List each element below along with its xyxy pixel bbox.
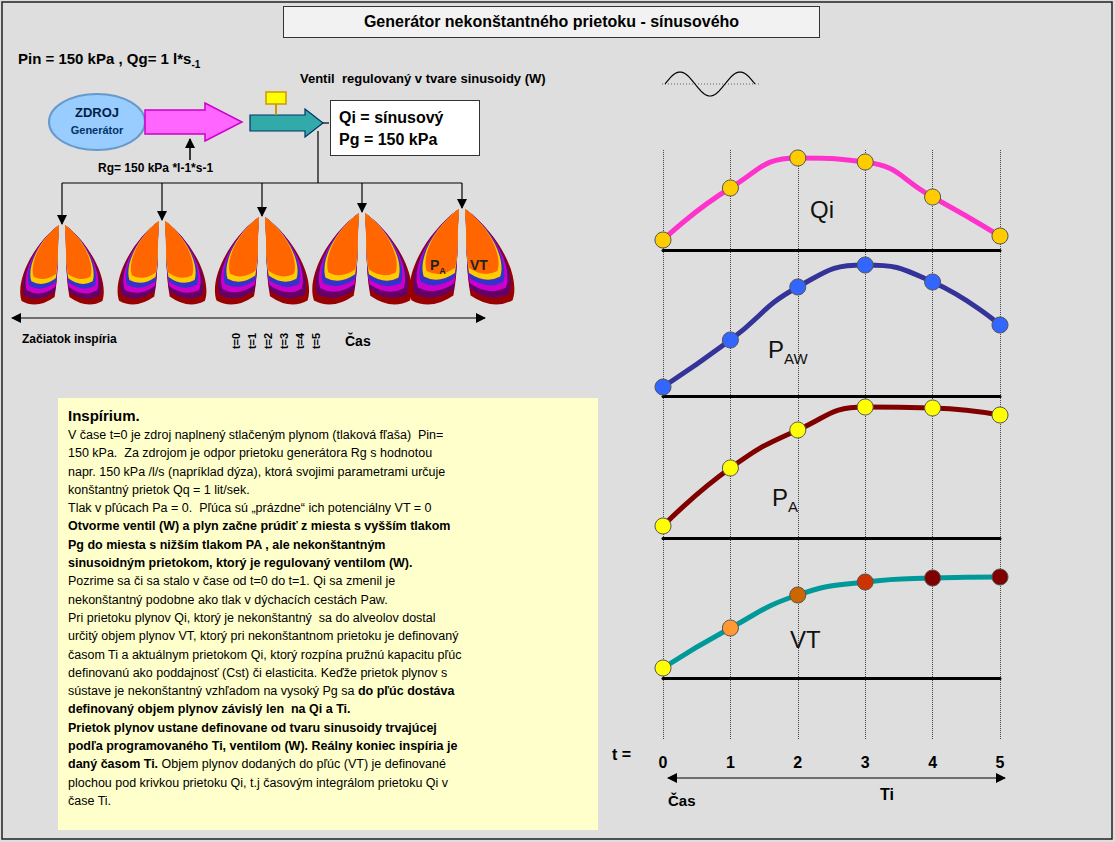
html-text:t=3: t=3 [278, 332, 290, 350]
html-text:Pin = 150 kPa , Qg= 1 l*s-1: Pin = 150 kPa , Qg= 1 l*s-1 [18, 50, 201, 70]
html-text:t=4: t=4 [294, 332, 306, 350]
html-text:Čas: Čas [668, 792, 696, 809]
html-text:konštantný prietok Qq = 1 lit/: konštantný prietok Qq = 1 lit/sek. [68, 482, 250, 497]
html-text:t=5: t=5 [310, 332, 322, 350]
html-text:Tlak v pľúcach Pa = 0. Pľúca s: Tlak v pľúcach Pa = 0. Pľúca sú „prázdne… [68, 501, 432, 516]
html-text:t=0: t=0 [230, 332, 242, 350]
html-text:definovanú ako poddajnosť (Cst: definovanú ako poddajnosť (Cst) či elast… [68, 665, 448, 680]
html-text:150 kPa. Za zdrojom je odpor p: 150 kPa. Za zdrojom je odpor prietoku ge… [68, 446, 433, 461]
html-text:nekonštantný podobne ako tlak: nekonštantný podobne ako tlak v dýchacíc… [68, 592, 388, 607]
svg-text:0: 0 [659, 754, 668, 771]
html-text:Čas: Čas [345, 333, 371, 349]
svg-text:4: 4 [928, 754, 937, 771]
html-text:časom Ti a aktuálnym prietokom: časom Ti a aktuálnym prietokom Qi, ktorý… [68, 647, 462, 662]
html-text:ZDROJ: ZDROJ [75, 105, 119, 120]
html-text:VT: VT [790, 626, 821, 653]
html-text:PAW: PAW [768, 336, 808, 367]
html-text:napr. 150 kPa /l/s (napríklad: napr. 150 kPa /l/s (napríklad dýza), kto… [68, 464, 446, 479]
html-text:Ti: Ti [880, 786, 894, 803]
html-text:Qi = sínusový: Qi = sínusový [339, 109, 444, 126]
svg-text:2: 2 [793, 754, 802, 771]
html-text:plochou pod krivkou prietoku Q: plochou pod krivkou prietoku Qi, t.j čas… [68, 775, 448, 790]
html-text:Ventil regulovaný v tvare sinu: Ventil regulovaný v tvare sinusoidy (W) [300, 71, 546, 86]
html-text:t =: t = [612, 746, 632, 763]
html-text:Začiatok inspíria: Začiatok inspíria [22, 332, 117, 346]
html-text:Pozrime sa či sa stalo v čase: Pozrime sa či sa stalo v čase od t=0 do … [68, 574, 396, 589]
html-text:sinusoidným prietokom, ktorý j: sinusoidným prietokom, ktorý je regulova… [68, 556, 413, 571]
html-text:definovaný objem plynov závisl: definovaný objem plynov závislý len na Q… [68, 702, 351, 717]
html-text:VT: VT [470, 257, 488, 273]
html-text:Rg= 150 kPa *l-1*s-1: Rg= 150 kPa *l-1*s-1 [98, 161, 214, 175]
svg-text:3: 3 [861, 754, 870, 771]
svg-text:5: 5 [996, 754, 1005, 771]
html-text:Qi: Qi [810, 196, 834, 223]
html-text:daný časom Ti. Objem plynov do: daný časom Ti. Objem plynov dodaných do … [68, 757, 446, 772]
html-text:Inspírium.: Inspírium. [68, 407, 140, 424]
html-text:Pg do miesta s nižším tlakom P: Pg do miesta s nižším tlakom PA , ale ne… [68, 537, 386, 552]
html-text:sústave je nekonštantný vzhľad: sústave je nekonštantný vzhľadom na vyso… [68, 684, 455, 699]
html-text:Generátor: Generátor [70, 124, 124, 136]
svg-text:1: 1 [726, 754, 735, 771]
html-text:Otvorme ventil (W) a plyn začn: Otvorme ventil (W) a plyn začne prúdiť z… [68, 519, 451, 534]
html-text:Pg = 150 kPa: Pg = 150 kPa [339, 131, 438, 148]
html-text:PA: PA [430, 257, 446, 276]
html-text:čase Ti.: čase Ti. [68, 793, 112, 808]
html-text:t=1: t=1 [246, 332, 258, 350]
html-text:PA: PA [772, 484, 798, 515]
html-text:podľa programovaného Ti, venti: podľa programovaného Ti, ventilom (W). R… [68, 739, 458, 753]
html-text:Pri prietoku plynov Qi, ktorý: Pri prietoku plynov Qi, ktorý je nekonšt… [68, 611, 436, 625]
html-text:V čase t=0 je zdroj naplnený s: V čase t=0 je zdroj naplnený stlačeným p… [68, 428, 444, 442]
html-text:Prietok plynov ustane definova: Prietok plynov ustane definovane od tvar… [68, 720, 437, 735]
html-text:Generátor nekonštantného priet: Generátor nekonštantného prietoku - sínu… [363, 13, 740, 30]
html-text:určitý objem plynov VT, ktorý: určitý objem plynov VT, ktorý pri nekonš… [68, 629, 459, 644]
html-text:t=2: t=2 [262, 332, 274, 350]
